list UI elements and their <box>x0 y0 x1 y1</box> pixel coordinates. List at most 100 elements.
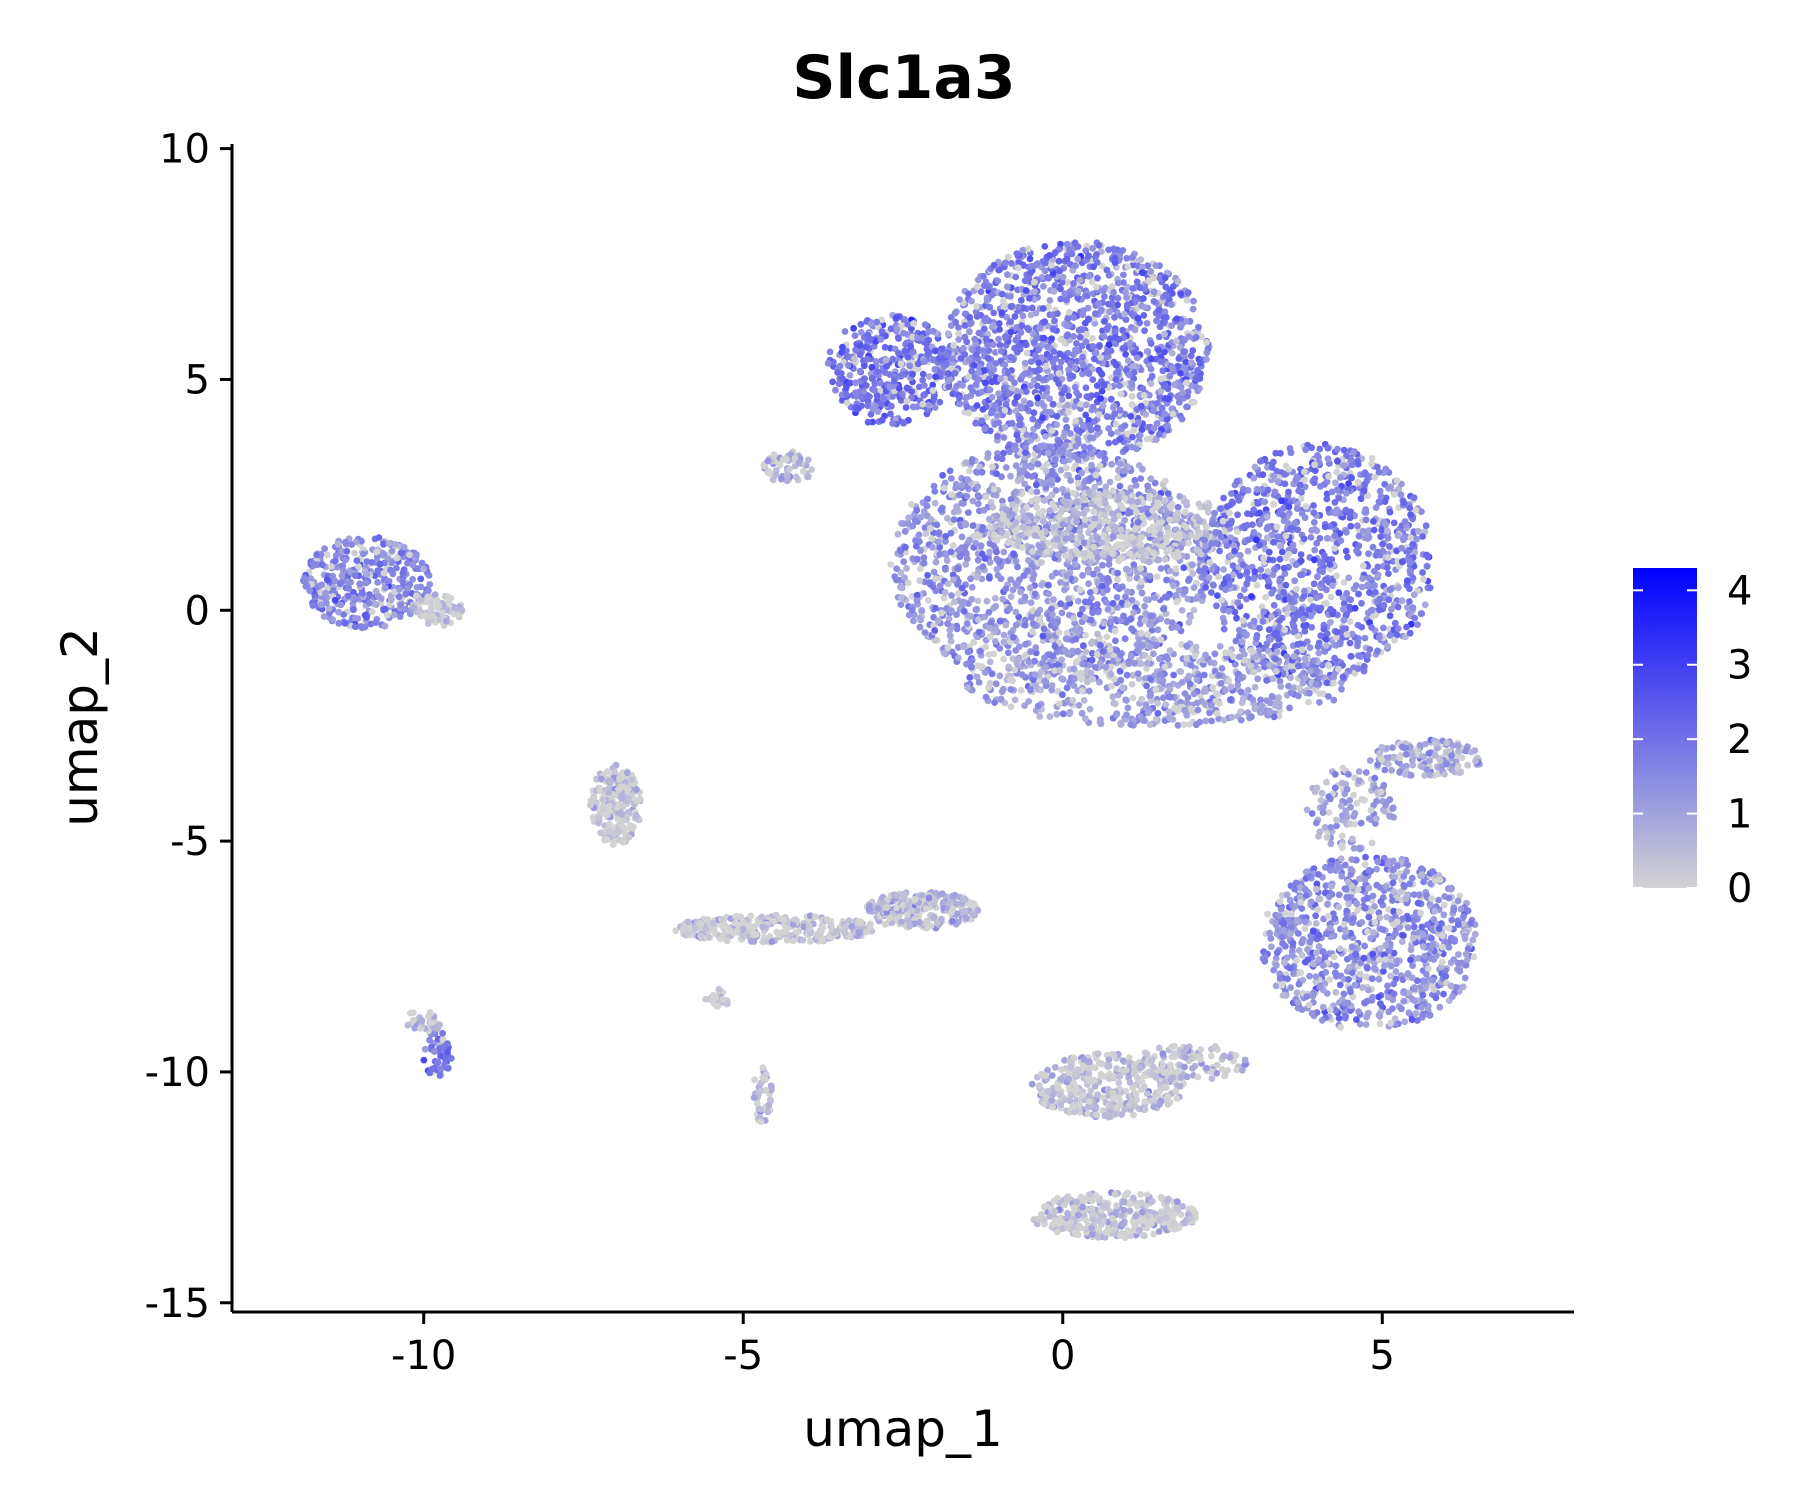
cell-point <box>1352 582 1360 589</box>
cell-point <box>955 336 963 343</box>
cell-point <box>1015 613 1023 621</box>
cell-point <box>1077 400 1085 408</box>
cell-point <box>1155 501 1162 509</box>
cell-point <box>919 376 927 384</box>
cell-point <box>1038 399 1046 407</box>
cell-point <box>1294 526 1302 534</box>
cell-point <box>956 491 964 499</box>
cell-point <box>994 432 1001 440</box>
cell-point <box>1008 259 1015 267</box>
cell-point <box>1038 559 1045 566</box>
cell-point <box>994 572 1002 579</box>
cell-point <box>970 638 978 646</box>
cell-point <box>1128 497 1136 505</box>
cell-point <box>1122 534 1130 542</box>
cell-point <box>1065 595 1072 603</box>
cell-point <box>1114 569 1121 577</box>
cell-point <box>959 382 966 389</box>
cell-point <box>957 355 965 362</box>
cell-point <box>992 492 1000 499</box>
cell-point <box>1111 313 1118 321</box>
cell-point <box>1398 558 1406 566</box>
cell-point <box>996 617 1004 625</box>
cell-point <box>1166 502 1174 510</box>
cell-point <box>1243 521 1251 529</box>
cell-point <box>1282 581 1290 589</box>
cell-point <box>1311 461 1318 469</box>
cell-point <box>881 343 889 351</box>
cell-point <box>1072 348 1080 355</box>
cell-point <box>1248 593 1255 600</box>
cell-point <box>1146 526 1153 534</box>
cell-point <box>1130 561 1138 568</box>
cell-point <box>1046 252 1053 259</box>
cell-point <box>955 654 962 662</box>
cell-point <box>944 644 952 652</box>
cell-point <box>1057 285 1064 293</box>
cell-point <box>1065 366 1072 374</box>
cell-point <box>968 663 975 671</box>
cell-point <box>1085 488 1093 496</box>
cell-point <box>944 514 951 522</box>
cell-point <box>1039 305 1047 312</box>
cell-point <box>1175 534 1183 542</box>
cell-point <box>1114 368 1122 376</box>
cell-point <box>1270 500 1277 508</box>
cell-point <box>966 467 973 475</box>
cell-point <box>1048 335 1055 343</box>
cell-point <box>1184 388 1192 396</box>
cell-point <box>1086 589 1094 596</box>
cell-point <box>944 580 952 588</box>
cell-point <box>986 386 994 394</box>
cell-point <box>1285 488 1292 496</box>
cell-point <box>1195 323 1202 331</box>
cell-point <box>1121 422 1129 429</box>
cell-point <box>1020 397 1028 405</box>
cell-point <box>1419 533 1426 540</box>
cell-point <box>1013 431 1021 439</box>
cell-point <box>986 303 994 311</box>
cell-point <box>1153 400 1161 407</box>
cell-point <box>1203 338 1210 346</box>
cell-point <box>1141 616 1149 624</box>
cell-point <box>1386 586 1394 594</box>
cell-point <box>1072 547 1080 554</box>
cell-point <box>999 595 1007 603</box>
cell-point <box>1094 535 1102 542</box>
cluster-main-gray-band <box>985 487 1242 567</box>
cell-point <box>826 348 834 356</box>
cell-point <box>1342 547 1350 555</box>
cell-point <box>942 538 949 545</box>
cell-point <box>895 384 903 392</box>
cell-point <box>1137 475 1145 482</box>
cell-point <box>1320 625 1328 633</box>
cell-point <box>974 597 982 605</box>
cell-point <box>979 526 986 533</box>
cell-point <box>871 386 878 394</box>
cell-point <box>1024 245 1032 253</box>
cell-point <box>1291 615 1298 622</box>
cell-point <box>953 625 961 633</box>
cell-point <box>1208 520 1216 528</box>
cell-point <box>832 386 839 394</box>
cell-point <box>1112 376 1120 383</box>
cell-point <box>965 356 973 364</box>
cell-point <box>1012 488 1020 496</box>
cell-point <box>838 375 846 383</box>
cell-point <box>948 355 956 363</box>
cell-point <box>935 355 943 362</box>
cell-point <box>1347 522 1355 530</box>
cell-point <box>948 491 955 499</box>
cell-point <box>1311 467 1319 474</box>
cell-point <box>1297 551 1305 558</box>
cell-point <box>1000 434 1008 441</box>
cell-point <box>1347 596 1355 604</box>
cell-point <box>913 555 921 563</box>
cell-point <box>1339 625 1347 633</box>
cell-point <box>895 349 902 357</box>
cell-point <box>963 555 971 563</box>
cell-point <box>1310 502 1317 509</box>
cell-point <box>1354 522 1361 530</box>
cell-point <box>1142 596 1150 603</box>
chart-title: Slc1a3 <box>792 43 1015 113</box>
